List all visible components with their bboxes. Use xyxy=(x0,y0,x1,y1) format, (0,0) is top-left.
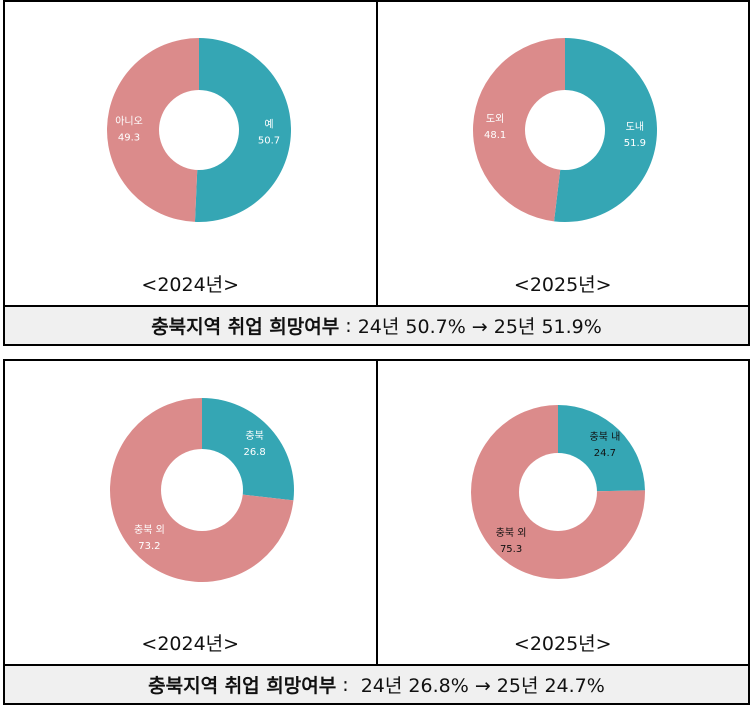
segment-label: 도내 xyxy=(625,121,643,133)
donut-chart-2024: 충북 26.8 충북 외 73.2 xyxy=(109,398,294,582)
summary-caption: 충북지역 취업 희망여부 : 24년 50.7% → 25년 51.9% xyxy=(5,305,748,344)
donut-chart-2025: 도내 51.9 도외 48.1 xyxy=(472,38,657,222)
chart-cell-2024: 예 50.7 아니오 49.3 <2024년> xyxy=(5,2,376,305)
segment-value: 24.7 xyxy=(593,448,615,459)
segment-value: 48.1 xyxy=(483,130,505,141)
year-label: <2024년> xyxy=(141,274,240,296)
chart-row: 예 50.7 아니오 49.3 <2024년> 도내 51.9 도외 48.1 <2025년… xyxy=(5,2,748,305)
segment-label: 충북 외 xyxy=(134,524,165,536)
donut-chart-2024: 예 50.7 아니오 49.3 xyxy=(107,37,292,222)
panel-regional-employment-2: 충북 26.8 충북 외 73.2 <2024년> 충북 내 24.7 충북 외 75.3 … xyxy=(3,359,750,705)
caption-separator: : xyxy=(339,314,358,337)
segment-label: 예 xyxy=(264,119,273,131)
year-label: <2025년> xyxy=(513,274,612,296)
chart-row: 충북 26.8 충북 외 73.2 <2024년> 충북 내 24.7 충북 외 75.3 … xyxy=(5,361,748,664)
segment-label: 충북 외 xyxy=(495,527,526,539)
donut-chart-2025: 충북 내 24.7 충북 외 75.3 xyxy=(470,405,645,579)
segment-value: 51.9 xyxy=(623,138,645,149)
segment-value: 75.3 xyxy=(499,544,521,555)
donut-hole xyxy=(159,90,239,170)
segment-label: 도외 xyxy=(485,113,503,125)
donut-segment xyxy=(107,38,199,222)
panel-regional-employment-1: 예 50.7 아니오 49.3 <2024년> 도내 51.9 도외 48.1 <2025년… xyxy=(3,0,750,346)
segment-label: 충북 xyxy=(245,430,263,442)
donut-hole xyxy=(161,449,243,531)
chart-cell-2025: 도내 51.9 도외 48.1 <2025년> xyxy=(375,2,749,305)
donut-segment xyxy=(472,38,565,222)
donut-segment xyxy=(553,38,657,222)
donut-segment xyxy=(194,37,292,222)
segment-value: 26.8 xyxy=(243,447,265,458)
caption-title: 충북지역 취업 희망여부 xyxy=(151,316,340,338)
segment-value: 50.7 xyxy=(258,136,280,147)
segment-value: 49.3 xyxy=(118,132,140,143)
caption-value: 24년 50.7% → 25년 51.9% xyxy=(357,316,602,338)
caption-value: 24년 26.8% → 25년 24.7% xyxy=(360,675,605,697)
segment-label: 아니오 xyxy=(115,115,143,127)
chart-cell-2025: 충북 내 24.7 충북 외 75.3 <2025년> xyxy=(375,361,749,664)
donut-hole xyxy=(524,90,605,170)
segment-value: 73.2 xyxy=(138,541,160,552)
donut-hole xyxy=(518,453,597,531)
chart-cell-2024: 충북 26.8 충북 외 73.2 <2024년> xyxy=(5,361,376,664)
segment-label: 충북 내 xyxy=(589,431,620,443)
year-label: <2024년> xyxy=(141,633,240,655)
summary-caption: 충북지역 취업 희망여부 : 24년 26.8% → 25년 24.7% xyxy=(5,664,748,703)
caption-separator: : xyxy=(336,673,361,696)
caption-title: 충북지역 취업 희망여부 xyxy=(148,675,337,697)
year-label: <2025년> xyxy=(513,633,612,655)
